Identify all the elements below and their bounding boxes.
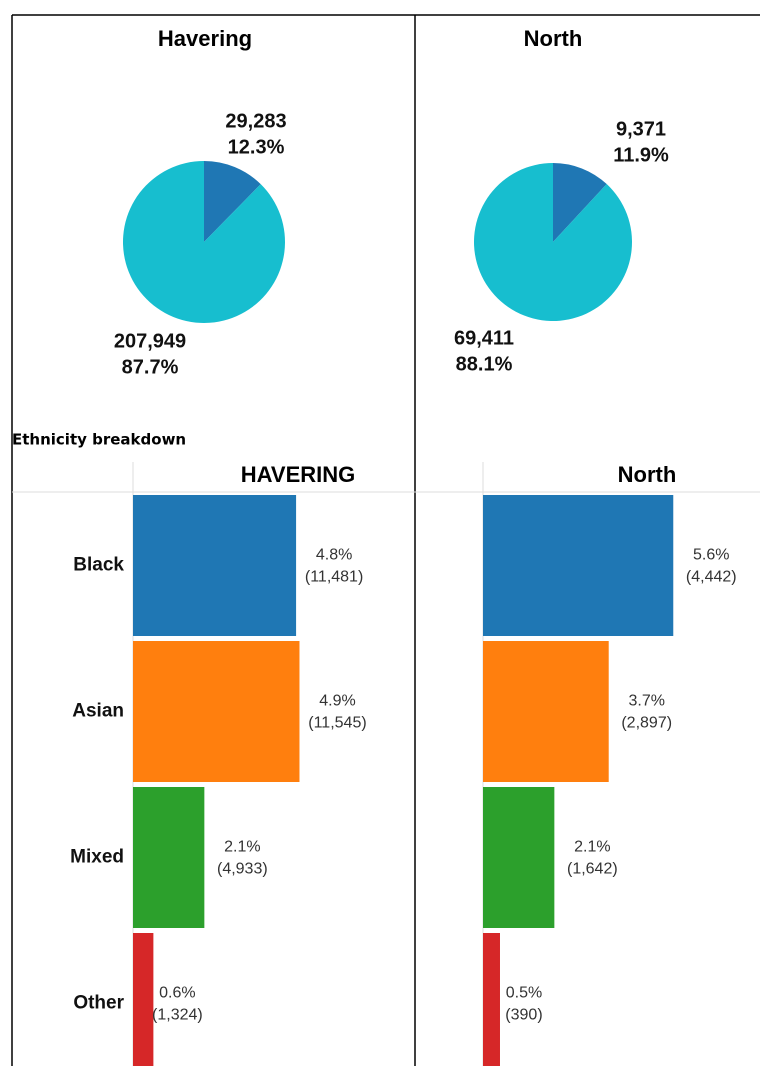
category-label: Black [73,555,124,576]
value-label: 2.1% [574,839,610,856]
bar-chart-title: HAVERING [241,462,356,487]
value-label: 4.8% [316,547,352,564]
bar [483,641,609,782]
count-label: (1,642) [567,861,618,878]
section-label: Ethnicity breakdown [12,431,186,449]
category-label: Mixed [70,847,124,868]
slice-share-label: 11.9% [613,144,669,166]
pie-title: Havering [158,26,252,51]
count-label: (1,324) [152,1007,203,1024]
value-label: 4.9% [319,693,355,710]
category-label: Asian [72,701,124,722]
slice-share-label: 88.1% [456,353,513,375]
category-label: Other [73,993,124,1014]
slice-share-label: 87.7% [122,356,179,378]
pie-slice [473,163,632,321]
pie-slice [204,161,261,242]
slice-count-label: 69,411 [454,327,514,349]
count-label: (4,933) [217,861,268,878]
bar [133,495,297,636]
bar [133,933,154,1066]
bar [483,787,555,928]
count-label: (11,481) [305,569,363,586]
bar-chart-title: North [618,462,677,487]
value-label: 3.7% [628,693,664,710]
slice-count-label: 207,949 [114,330,186,352]
pie-title: North [524,26,583,51]
value-label: 0.6% [159,985,195,1002]
slice-count-label: 29,283 [225,110,286,132]
bar [133,641,300,782]
count-label: (11,545) [308,715,366,732]
value-label: 0.5% [506,985,542,1002]
value-label: 2.1% [224,839,260,856]
slice-count-label: 9,371 [616,118,666,140]
bar [133,787,205,928]
count-label: (2,897) [621,715,672,732]
slice-share-label: 12.3% [228,136,285,158]
value-label: 5.6% [693,547,729,564]
count-label: (4,442) [686,569,737,586]
bar [483,933,500,1066]
count-label: (390) [505,1007,542,1024]
pie-slice [123,161,285,323]
bar [483,495,674,636]
pie-slice [553,163,607,242]
